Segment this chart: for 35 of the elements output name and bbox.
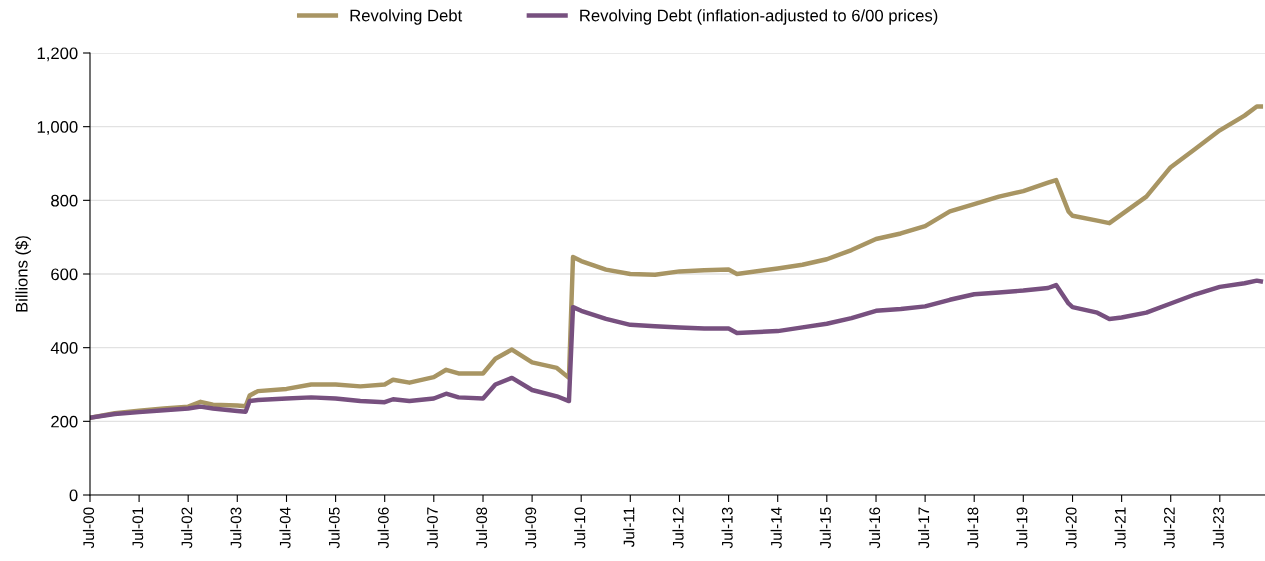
x-tick-label: Jul-22 xyxy=(1163,507,1175,549)
y-tick-label: 800 xyxy=(51,194,78,207)
line-series xyxy=(90,278,1264,420)
x-tick-label: Jul-04 xyxy=(279,507,291,549)
x-tick-label: Jul-18 xyxy=(967,507,979,549)
x-tick-label: Jul-15 xyxy=(819,507,831,549)
legend-label: Revolving Debt xyxy=(350,9,463,25)
y-axis-title: Billions ($) xyxy=(15,236,31,312)
y-tick-label: 1,200 xyxy=(37,47,78,62)
y-tick-label: 1,000 xyxy=(37,121,78,135)
x-tick-label: Jul-23 xyxy=(1212,507,1224,549)
x-tick-label: Jul-17 xyxy=(918,507,930,549)
x-tick-label: Jul-20 xyxy=(1065,507,1077,549)
y-tick-label: 400 xyxy=(50,342,78,354)
x-tick-label: Jul-02 xyxy=(181,507,193,549)
x-tick-label: Jul-05 xyxy=(328,507,340,549)
x-tick-label: Jul-07 xyxy=(426,507,438,549)
y-tick-label: 0 xyxy=(69,489,78,502)
x-tick-label: Jul-13 xyxy=(721,507,733,549)
x-tick-label: Jul-14 xyxy=(770,507,782,549)
x-tick-label: Jul-19 xyxy=(1016,507,1028,549)
x-tick-label: Jul-21 xyxy=(1114,507,1126,549)
x-tick-label: Jul-06 xyxy=(377,507,389,549)
y-tick-label: 600 xyxy=(51,268,78,281)
x-tick-label: Jul-08 xyxy=(475,507,488,549)
x-tick-label: Jul-11 xyxy=(623,507,635,548)
x-tick-label: Jul-16 xyxy=(868,507,881,549)
x-tick-label: Jul-12 xyxy=(672,507,684,549)
x-tick-label: Jul-09 xyxy=(524,507,537,549)
x-tick-label: Jul-01 xyxy=(131,507,144,549)
y-tick-label: 200 xyxy=(51,415,78,428)
x-tick-label: Jul-00 xyxy=(82,507,95,549)
x-tick-label: Jul-03 xyxy=(230,507,242,549)
legend-label: Revolving Debt (inflation-adjusted to 6/00 prices) xyxy=(580,9,938,25)
x-tick-label: Jul-10 xyxy=(574,507,586,549)
